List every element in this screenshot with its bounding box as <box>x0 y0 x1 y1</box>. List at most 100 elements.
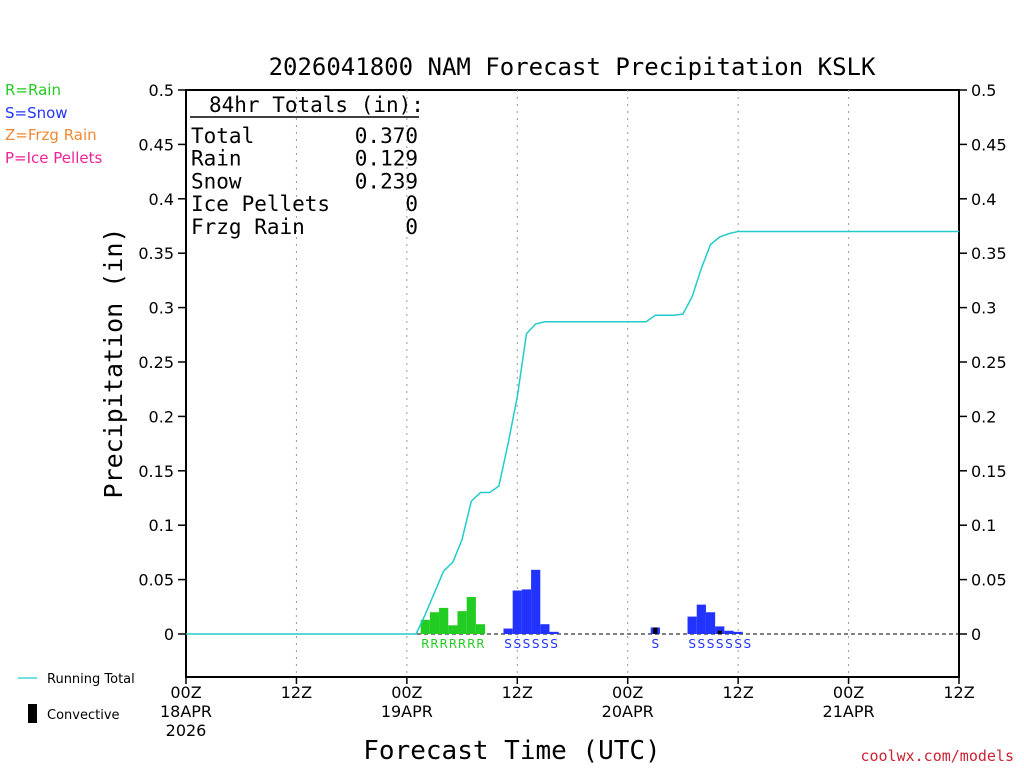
convective-legend-label: Convective <box>47 708 120 723</box>
precip-type-label: S <box>734 637 742 651</box>
convective-bar <box>653 627 658 634</box>
running-total-legend-label: Running Total <box>47 672 135 687</box>
x-tick-label: 12Z <box>281 683 312 702</box>
precip-type-label: S <box>504 637 512 651</box>
y-tick-label-left: 0.5 <box>149 81 174 100</box>
legend-rain: R=Rain <box>5 81 61 99</box>
x-tick-label: 00Z <box>170 683 201 702</box>
legend-frzg-rain: Z=Frzg Rain <box>5 126 97 144</box>
x-tick-label: 00Z <box>833 683 864 702</box>
x-tick-label: 19APR <box>381 702 433 721</box>
precip-bar-rain <box>466 597 476 634</box>
y-tick-label-right: 0.5 <box>971 81 996 100</box>
totals-row-value: 0.239 <box>355 169 418 193</box>
precip-bar-snow <box>715 626 725 634</box>
precip-bar-rain <box>475 624 486 634</box>
legend-ice-pellets: P=Ice Pellets <box>5 149 102 167</box>
precip-type-label: S <box>725 637 733 651</box>
totals-row-label: Rain <box>191 147 242 171</box>
precip-type-label: S <box>744 637 752 651</box>
precip-type-label: S <box>541 637 549 651</box>
x-tick-label: 21APR <box>823 702 875 721</box>
plot-frame <box>185 89 960 678</box>
y-tick-label-left: 0.4 <box>149 190 174 209</box>
y-axis-title: Precipitation (in) <box>99 228 128 499</box>
precip-type-label: S <box>532 637 540 651</box>
x-tick-label: 12Z <box>943 683 974 702</box>
x-tick-label: 12Z <box>722 683 753 702</box>
y-tick-label-left: 0.1 <box>149 516 174 535</box>
precip-type-label: R <box>458 637 466 651</box>
precip-bar-snow <box>549 631 559 634</box>
y-tick-label-right: 0.1 <box>971 516 996 535</box>
precip-type-label: S <box>652 637 660 651</box>
precip-type-label: R <box>449 637 457 651</box>
totals-header: 84hr Totals (in): <box>209 93 424 117</box>
totals-row-label: Frzg Rain <box>191 215 305 239</box>
precip-bar-rain <box>439 607 449 634</box>
precip-type-label: S <box>550 637 558 651</box>
convective-bar <box>717 630 722 634</box>
y-tick-label-left: 0.25 <box>138 353 174 372</box>
chart-title: 2026041800 NAM Forecast Precipitation KS… <box>269 53 876 81</box>
precip-type-label: R <box>421 637 429 651</box>
precip-type-label: S <box>698 637 706 651</box>
precip-type-label: R <box>439 637 447 651</box>
y-tick-label-left: 0 <box>164 625 174 644</box>
y-tick-label-left: 0.05 <box>138 571 174 590</box>
precip-type-label: S <box>707 637 715 651</box>
y-tick-label-right: 0.25 <box>971 353 1007 372</box>
y-tick-label-right: 0 <box>971 625 981 644</box>
precip-bar-rain <box>448 625 458 634</box>
y-tick-label-right: 0.35 <box>971 244 1007 263</box>
y-tick-label-right: 0.3 <box>971 299 996 318</box>
totals-box: 84hr Totals (in): Total 0.370 Rain 0.129 Sno… <box>190 93 424 239</box>
totals-row-value: 0 <box>405 192 418 216</box>
precip-bar-snow <box>521 589 532 634</box>
precip-bar-snow <box>687 616 697 634</box>
precip-type-label: R <box>430 637 438 651</box>
precip-bar-snow <box>531 569 541 634</box>
y-tick-label-left: 0.3 <box>149 299 174 318</box>
legend-snow: S=Snow <box>5 104 68 122</box>
totals-row-value: 0 <box>405 215 418 239</box>
x-tick-label: 00Z <box>391 683 422 702</box>
precip-type-label: R <box>467 637 475 651</box>
y-tick-label-left: 0.35 <box>138 244 174 263</box>
precip-bar-snow <box>705 612 716 634</box>
precip-bar-snow <box>540 624 550 634</box>
y-tick-label-right: 0.4 <box>971 190 996 209</box>
precip-type-label: S <box>716 637 724 651</box>
totals-row-label: Snow <box>191 169 242 193</box>
precip-type-label: S <box>523 637 531 651</box>
y-tick-label-right: 0.05 <box>971 571 1007 590</box>
precip-bar-rain <box>429 612 440 634</box>
y-tick-label-right: 0.2 <box>971 407 996 426</box>
running-total-line <box>186 230 959 635</box>
precip-bar-snow <box>503 628 513 634</box>
x-axis-title: Forecast Time (UTC) <box>363 736 660 766</box>
y-tick-label-left: 0.45 <box>138 135 174 154</box>
precip-bar-rain <box>457 611 467 634</box>
precip-bar-snow <box>696 604 706 634</box>
y-tick-label-left: 0.15 <box>138 462 174 481</box>
precip-bar-rain <box>420 619 430 634</box>
x-tick-label: 00Z <box>612 683 643 702</box>
precip-bar-snow <box>512 590 522 634</box>
precip-type-label: S <box>513 637 521 651</box>
totals-row-label: Total <box>191 124 254 148</box>
precip-type-label: S <box>688 637 696 651</box>
x-tick-label: 2026 <box>166 721 207 740</box>
y-tick-label-right: 0.45 <box>971 135 1007 154</box>
totals-row-value: 0.129 <box>355 147 418 171</box>
x-tick-label: 12Z <box>502 683 533 702</box>
x-tick-label: 20APR <box>602 702 654 721</box>
totals-row-value: 0.370 <box>355 124 418 148</box>
convective-legend-swatch <box>28 704 37 723</box>
credit-text: coolwx.com/models <box>860 747 1014 765</box>
y-tick-label-right: 0.15 <box>971 462 1007 481</box>
y-tick-label-left: 0.2 <box>149 407 174 426</box>
totals-row-label: Ice Pellets <box>191 192 330 216</box>
precip-type-label: R <box>476 637 484 651</box>
